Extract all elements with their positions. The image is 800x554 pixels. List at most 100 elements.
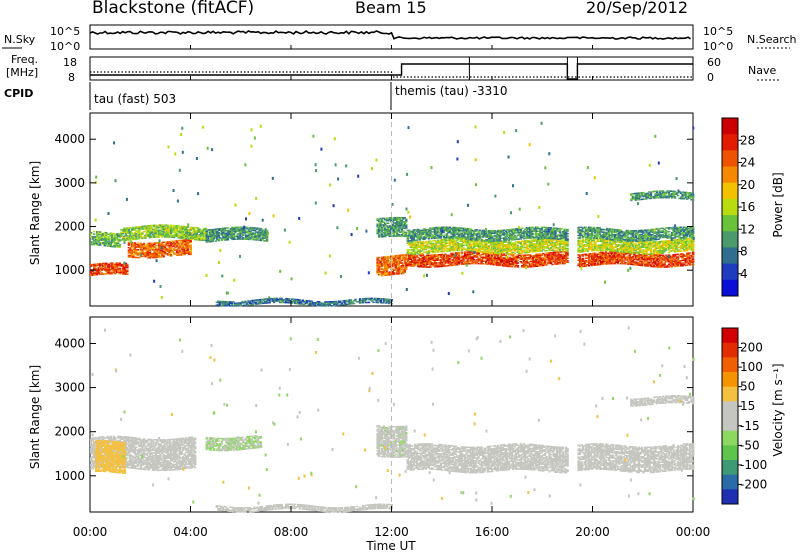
- xtick-label-6: 00:00: [676, 525, 711, 539]
- velocity-scale-tick-label-0: 200: [740, 341, 763, 355]
- power-scatter: [94, 121, 695, 300]
- power-scale-swatch-7: [722, 231, 738, 248]
- freq-tick-top: 18: [63, 56, 77, 69]
- nsearch-tick-bottom: 10^0: [703, 40, 733, 53]
- power-ytick-label-0: 1000: [54, 263, 85, 277]
- velocity-color-scale: 200 100 50 15 -15 -50 -100 -200: [721, 327, 767, 505]
- velocity-scale-tick-label-7: -200: [740, 477, 767, 491]
- velocity-scale-swatch-5: [722, 401, 738, 417]
- power-band-7: [406, 251, 569, 268]
- velocity-scale-swatch-8: [722, 445, 738, 461]
- power-scale-swatch-0: [722, 118, 738, 135]
- velocity-scale-swatch-3: [722, 372, 738, 388]
- power-scale-tick-label-6: 28: [740, 133, 755, 147]
- velocity-band-6: [630, 395, 695, 407]
- xtick-label-4: 16:00: [475, 525, 510, 539]
- power-scale-swatch-9: [722, 263, 738, 281]
- velocity-band-1: [95, 440, 127, 474]
- nsky-tick-bottom: 10^0: [50, 40, 80, 53]
- velocity-scale-swatch-7: [722, 430, 738, 446]
- velocity-scale-swatch-0: [722, 328, 738, 344]
- velocity-scale-tick-label-3: 15: [740, 399, 755, 413]
- velocity-band-3: [376, 424, 408, 458]
- power-scale-tick-label-0: 4: [740, 267, 748, 281]
- power-scale-swatch-5: [722, 198, 738, 216]
- y-axis-label-velocity: Slant Range [km]: [28, 365, 42, 469]
- velocity-ytick-label-3: 4000: [54, 336, 85, 350]
- nave-label: Nave: [748, 64, 776, 77]
- cpid-second-label: themis (tau) -3310: [395, 84, 508, 98]
- velocity-scale-swatch-4: [722, 386, 738, 402]
- xtick-label-5: 20:00: [575, 525, 610, 539]
- power-band-13: [630, 190, 695, 202]
- velocity-scale-tick-label-2: 50: [740, 380, 755, 394]
- x-axis-label: Time UT: [365, 539, 416, 553]
- power-scale-tick-label-4: 20: [740, 178, 755, 192]
- velocity-scatter: [91, 326, 695, 505]
- power-color-scale: 4 8 12 16 20 24 28: [721, 117, 755, 297]
- freq-label-1: Freq.: [11, 53, 38, 66]
- velocity-scale-swatch-6: [722, 416, 738, 432]
- xtick-label-2: 08:00: [274, 525, 309, 539]
- power-band-6: [376, 216, 408, 238]
- nsky-label: N.Sky: [4, 33, 36, 46]
- velocity-scale-tick-label-4: -15: [740, 419, 760, 433]
- power-panel: 1000 2000 3000 4000: [54, 112, 695, 307]
- power-band-2: [90, 230, 121, 249]
- nsearch-tick-top: 10^5: [703, 25, 733, 38]
- power-band-5: [376, 254, 408, 277]
- nsky-trace: [89, 30, 691, 40]
- nave-trace: [90, 71, 693, 78]
- nsearch-label: N.Search: [747, 33, 797, 46]
- power-scale-label: Power [dB]: [771, 172, 785, 237]
- nsky-tick-top: 10^5: [50, 25, 80, 38]
- power-scale-tick-label-3: 16: [740, 200, 755, 214]
- power-scale-tick-label-1: 8: [740, 245, 748, 259]
- xtick-label-1: 04:00: [173, 525, 208, 539]
- power-band-9: [406, 226, 569, 242]
- power-band-0: [90, 262, 129, 277]
- power-scale-swatch-10: [722, 279, 738, 297]
- velocity-ytick-label-1: 2000: [54, 425, 85, 439]
- velocity-scale-label: Velocity [m s⁻¹]: [771, 363, 785, 456]
- velocity-scale-frame: [721, 327, 739, 505]
- velocity-scale-tick-label-1: 100: [740, 360, 763, 374]
- freq-label-2: [MHz]: [6, 66, 38, 79]
- date-title: 20/Sep/2012: [586, 0, 688, 17]
- velocity-scale-swatch-11: [722, 489, 738, 505]
- beam-title: Beam 15: [355, 0, 427, 17]
- power-ytick-label-3: 4000: [54, 132, 85, 146]
- xtick-label-0: 00:00: [73, 525, 108, 539]
- freq-tick-bottom: 8: [68, 71, 75, 84]
- power-scale-tick-label-5: 24: [740, 156, 755, 170]
- velocity-scale-swatch-1: [722, 342, 738, 358]
- power-band-1: [127, 239, 192, 259]
- power-scale-swatch-8: [722, 247, 738, 265]
- power-scale-swatch-2: [722, 150, 738, 168]
- power-scale-swatch-4: [722, 182, 738, 200]
- velocity-band-7: [215, 503, 393, 513]
- velocity-scale-swatch-2: [722, 357, 738, 373]
- power-ytick-label-2: 3000: [54, 176, 85, 190]
- power-scale-swatch-1: [722, 134, 738, 151]
- cpid-first-label: tau (fast) 503: [94, 92, 176, 106]
- y-axis-label-power: Slant Range [km]: [28, 161, 42, 265]
- nave-tick-bottom: 0: [707, 71, 714, 84]
- power-scale-swatch-3: [722, 166, 738, 184]
- velocity-scale-swatch-9: [722, 460, 738, 476]
- power-band-12: [577, 226, 695, 242]
- velocity-panel: 1000 2000 3000 4000: [54, 316, 695, 513]
- power-band-8: [406, 237, 569, 255]
- power-scale-tick-label-2: 12: [740, 222, 755, 236]
- velocity-band-4: [406, 443, 569, 474]
- velocity-scale-swatch-10: [722, 474, 738, 490]
- nave-tick-top: 60: [707, 56, 721, 69]
- velocity-scale-tick-label-5: -50: [740, 438, 760, 452]
- power-scale-swatch-6: [722, 215, 738, 232]
- velocity-ytick-label-2: 3000: [54, 381, 85, 395]
- power-band-3: [120, 224, 207, 242]
- power-band-4: [205, 226, 269, 243]
- cpid-label: CPID: [4, 87, 33, 100]
- velocity-band-2: [205, 435, 263, 452]
